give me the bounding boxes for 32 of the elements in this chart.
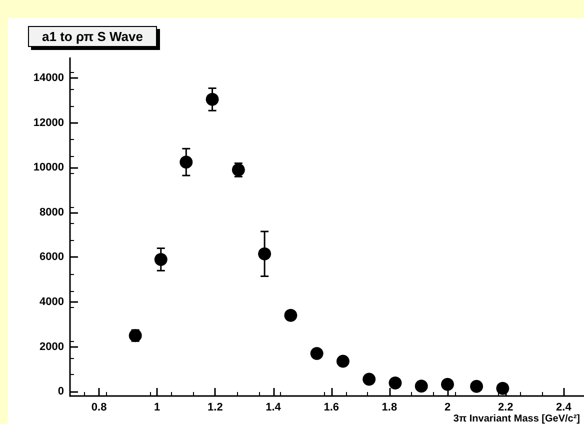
y-tick-label: 4000 — [40, 296, 64, 308]
x-tick-label: 1 — [154, 402, 160, 414]
x-tick-label: 0.8 — [91, 402, 107, 414]
y-tick-label: 0 — [58, 386, 64, 398]
x-tick-label: 1.2 — [208, 402, 223, 414]
y-tick-label: 2000 — [40, 340, 64, 353]
x-tick-label: 1.8 — [382, 402, 398, 414]
point — [258, 247, 272, 260]
point — [470, 380, 484, 393]
point — [310, 346, 324, 360]
y-tick-label: 8000 — [40, 206, 64, 218]
y-tick-label: 6000 — [40, 251, 64, 264]
point — [284, 308, 298, 322]
x-tick-label: 2.2 — [498, 402, 514, 414]
point — [362, 372, 376, 386]
y-tick-label: 14000 — [33, 72, 64, 84]
x-axis-title: 3π Invariant Mass [GeV/c²] — [453, 414, 580, 424]
point — [154, 252, 168, 266]
x-tick-label: 2 — [444, 402, 451, 414]
chart-title: a1 to ρπ S Wave — [42, 29, 143, 44]
point — [496, 382, 510, 395]
y-tick-label: 12000 — [33, 116, 64, 129]
y-tick-label: 10000 — [33, 162, 64, 174]
x-tick-label: 1.4 — [266, 402, 282, 414]
point — [414, 380, 428, 393]
point — [336, 354, 350, 368]
x-tick-label: 2.4 — [556, 402, 572, 414]
x-tick-label: 1.6 — [324, 402, 340, 414]
point — [441, 378, 454, 391]
point — [206, 92, 219, 106]
point — [180, 156, 193, 169]
point — [388, 376, 402, 390]
